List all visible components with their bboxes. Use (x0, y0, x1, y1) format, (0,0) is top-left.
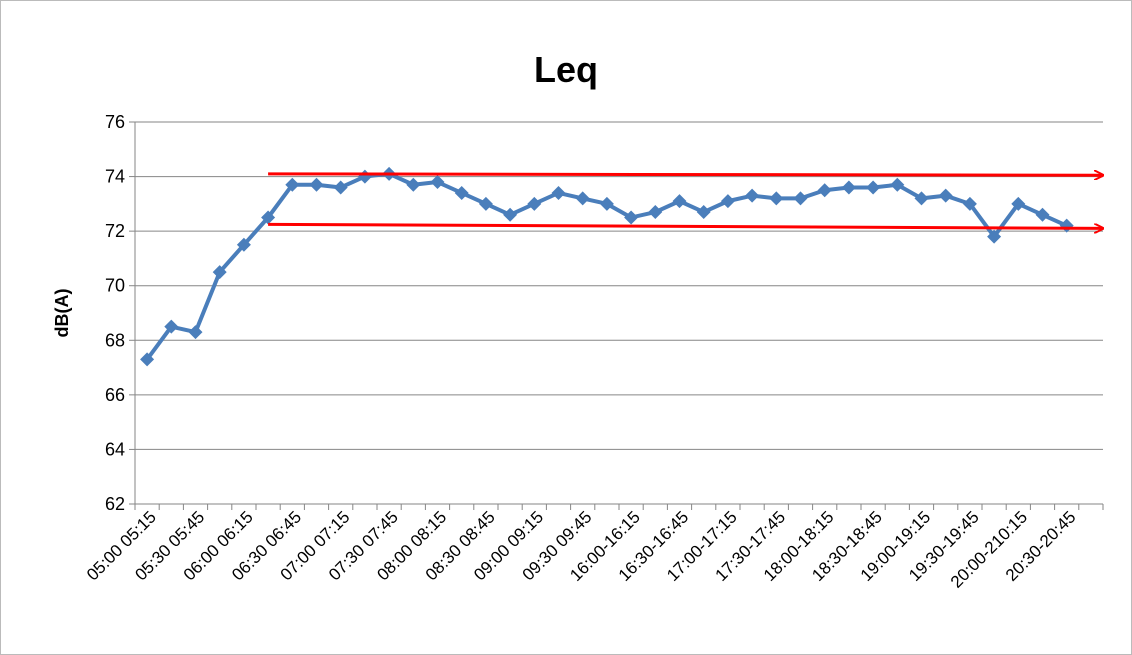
data-point (914, 191, 929, 206)
data-point (1035, 207, 1050, 222)
data-point (817, 183, 832, 198)
annotation-arrow (268, 174, 1103, 175)
data-point (309, 177, 324, 192)
data-point (333, 180, 348, 195)
data-point (890, 177, 905, 192)
y-tick-label: 66 (105, 385, 125, 405)
y-tick-label: 70 (105, 276, 125, 296)
data-point (212, 265, 227, 280)
data-point (285, 177, 300, 192)
data-point (1011, 196, 1026, 211)
y-tick-label: 64 (105, 439, 125, 459)
data-point (478, 196, 493, 211)
y-tick-label: 74 (105, 167, 125, 187)
data-point (648, 205, 663, 220)
y-tick-label: 76 (105, 112, 125, 132)
data-point (140, 352, 155, 367)
data-point (430, 175, 445, 190)
data-point (745, 188, 760, 203)
data-point (236, 237, 251, 252)
data-point (624, 210, 639, 225)
y-tick-label: 68 (105, 330, 125, 350)
data-point (769, 191, 784, 206)
data-point (841, 180, 856, 195)
data-point (503, 207, 518, 222)
data-point (962, 196, 977, 211)
data-point (164, 319, 179, 334)
data-point (454, 185, 469, 200)
data-point (987, 229, 1002, 244)
data-point (672, 194, 687, 209)
data-point (793, 191, 808, 206)
data-point (575, 191, 590, 206)
annotation-arrow (268, 222, 1103, 228)
data-point (938, 188, 953, 203)
data-point (696, 205, 711, 220)
data-point (261, 210, 276, 225)
data-point (551, 185, 566, 200)
y-axis-title: dB(A) (52, 289, 72, 338)
chart-title: Leq (534, 49, 598, 90)
data-point (527, 196, 542, 211)
data-point (720, 194, 735, 209)
data-point (406, 177, 421, 192)
data-point (866, 180, 881, 195)
y-tick-label: 62 (105, 494, 125, 514)
y-tick-label: 72 (105, 221, 125, 241)
data-point (599, 196, 614, 211)
data-point (188, 325, 203, 340)
